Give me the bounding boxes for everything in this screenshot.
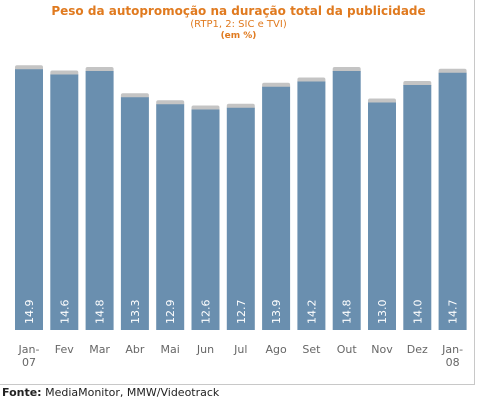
bar-12 — [438, 72, 467, 330]
x-tick-label: Ago — [265, 343, 287, 356]
x-tick-label: Abr — [125, 343, 145, 356]
chart-frame — [0, 0, 475, 385]
bar-2 — [85, 71, 114, 330]
bar-value-label: 12.6 — [200, 300, 213, 325]
bar-10 — [368, 102, 396, 330]
x-tick-label: Mai — [161, 343, 180, 356]
x-tick-label: Jan- — [18, 343, 40, 356]
bar-7 — [262, 86, 291, 330]
chart-unit: (em %) — [220, 31, 257, 41]
bar-value-label: 14.8 — [94, 300, 107, 325]
chart-subtitle: (RTP1, 2: SIC e TVI) — [190, 19, 287, 30]
bar-4 — [156, 104, 185, 330]
x-tick-label: 08 — [446, 356, 460, 369]
source-note: Fonte: MediaMonitor, MMW/Videotrack — [2, 386, 219, 400]
bar-5 — [191, 109, 220, 330]
bar-value-label: 12.9 — [164, 300, 177, 325]
x-tick-label: Dez — [407, 343, 428, 356]
x-tick-label: 07 — [22, 356, 36, 369]
bar-value-label: 14.8 — [341, 300, 354, 325]
source-text: MediaMonitor, MMW/Videotrack — [45, 386, 220, 399]
source-label: Fonte: — [2, 386, 42, 399]
bar-1 — [50, 74, 79, 330]
bar-11 — [403, 85, 432, 330]
bar-8 — [297, 81, 326, 330]
x-tick-label: Jul — [233, 343, 247, 356]
x-tick-label: Nov — [371, 343, 393, 356]
bar-chart: 14.9Jan-0714.6Fev14.8Mar13.3Abr12.9Mai12… — [15, 65, 467, 369]
bar-3 — [120, 97, 149, 330]
bar-value-label: 13.3 — [129, 300, 142, 325]
bar-value-label: 14.2 — [305, 300, 318, 325]
bar-value-label: 14.9 — [23, 300, 36, 325]
x-tick-label: Set — [302, 343, 321, 356]
x-tick-label: Fev — [55, 343, 74, 356]
x-tick-label: Mar — [89, 343, 110, 356]
bar-value-label: 13.9 — [270, 300, 283, 325]
bar-value-label: 14.6 — [58, 300, 71, 325]
bar-value-label: 14.7 — [447, 300, 460, 325]
x-tick-label: Out — [337, 343, 358, 356]
bar-value-label: 12.7 — [235, 300, 248, 325]
x-tick-label: Jun — [196, 343, 214, 356]
x-tick-label: Jan- — [441, 343, 463, 356]
bar-9 — [332, 71, 361, 330]
bar-6 — [226, 107, 255, 330]
bar-value-label: 13.0 — [376, 300, 389, 325]
bar-0 — [15, 69, 43, 330]
chart-title: Peso da autopromoção na duração total da… — [51, 4, 426, 18]
bar-value-label: 14.0 — [411, 300, 424, 325]
